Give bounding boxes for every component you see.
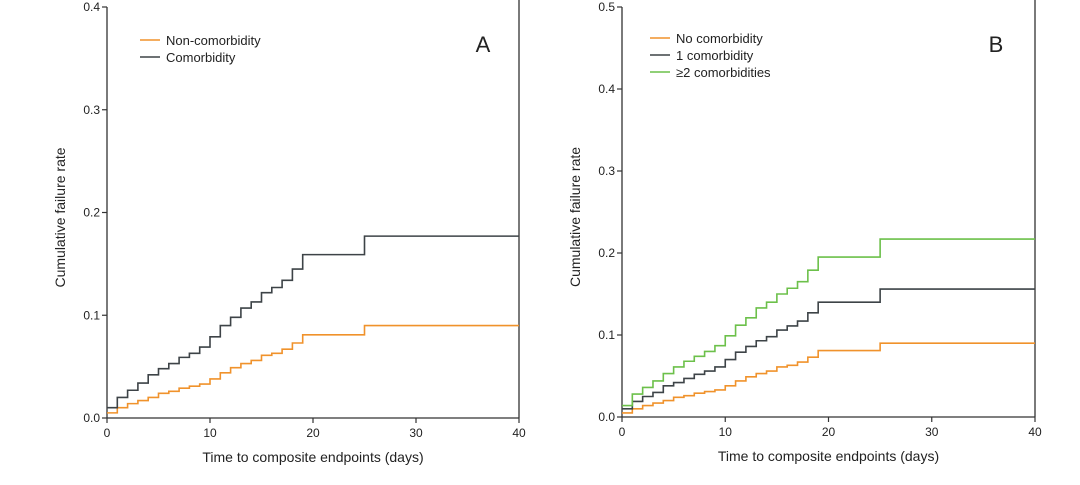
panel-label: B	[989, 32, 1004, 57]
x-axis-label: Time to composite endpoints (days)	[718, 448, 939, 464]
legend-label: Comorbidity	[166, 50, 236, 65]
y-tick-label: 0.0	[598, 410, 615, 424]
x-tick-label: 10	[203, 426, 217, 440]
y-tick-label: 0.1	[83, 308, 100, 322]
x-tick-label: 0	[619, 425, 626, 439]
y-tick-label: 0.1	[598, 328, 615, 342]
y-tick-label: 0.5	[598, 0, 615, 14]
x-tick-label: 10	[719, 425, 733, 439]
legend-label: Non-comorbidity	[166, 33, 261, 48]
y-tick-label: 0.0	[83, 411, 100, 425]
y-axis-label: Cumulative failure rate	[567, 147, 583, 287]
x-tick-label: 40	[1028, 425, 1042, 439]
panel-a: 0.0 0.1 0.2 0.3 0.4 0 10 20 30 40 Time to composit…	[52, 0, 526, 465]
legend-label: No comorbidity	[676, 31, 763, 46]
legend-label: ≥2 comorbidities	[676, 65, 771, 80]
y-axis-label: Cumulative failure rate	[52, 147, 68, 287]
series-line-1	[107, 324, 519, 414]
x-tick-label: 30	[925, 425, 939, 439]
legend-label: 1 comorbidity	[676, 48, 754, 63]
x-axis-label: Time to composite endpoints (days)	[202, 449, 423, 465]
x-tick-label: 0	[104, 426, 111, 440]
y-tick-label: 0.4	[598, 82, 615, 96]
x-tick-label: 30	[409, 426, 423, 440]
y-tick-label: 0.2	[598, 246, 615, 260]
panel-label: A	[476, 32, 491, 57]
y-tick-label: 0.4	[83, 0, 100, 14]
x-tick-label: 20	[306, 426, 320, 440]
y-tick-label: 0.3	[598, 164, 615, 178]
y-tick-label: 0.2	[83, 206, 100, 220]
y-tick-label: 0.3	[83, 103, 100, 117]
series-line-1	[622, 342, 1035, 414]
series-line-3	[622, 238, 1035, 407]
x-tick-label: 20	[822, 425, 836, 439]
x-tick-label: 40	[512, 426, 526, 440]
series-line-2	[107, 235, 519, 409]
panel-b: 0.0 0.1 0.2 0.3 0.4 0.5 0 10 20 30 40 Time to compo…	[567, 0, 1042, 464]
series-line-2	[622, 288, 1035, 410]
